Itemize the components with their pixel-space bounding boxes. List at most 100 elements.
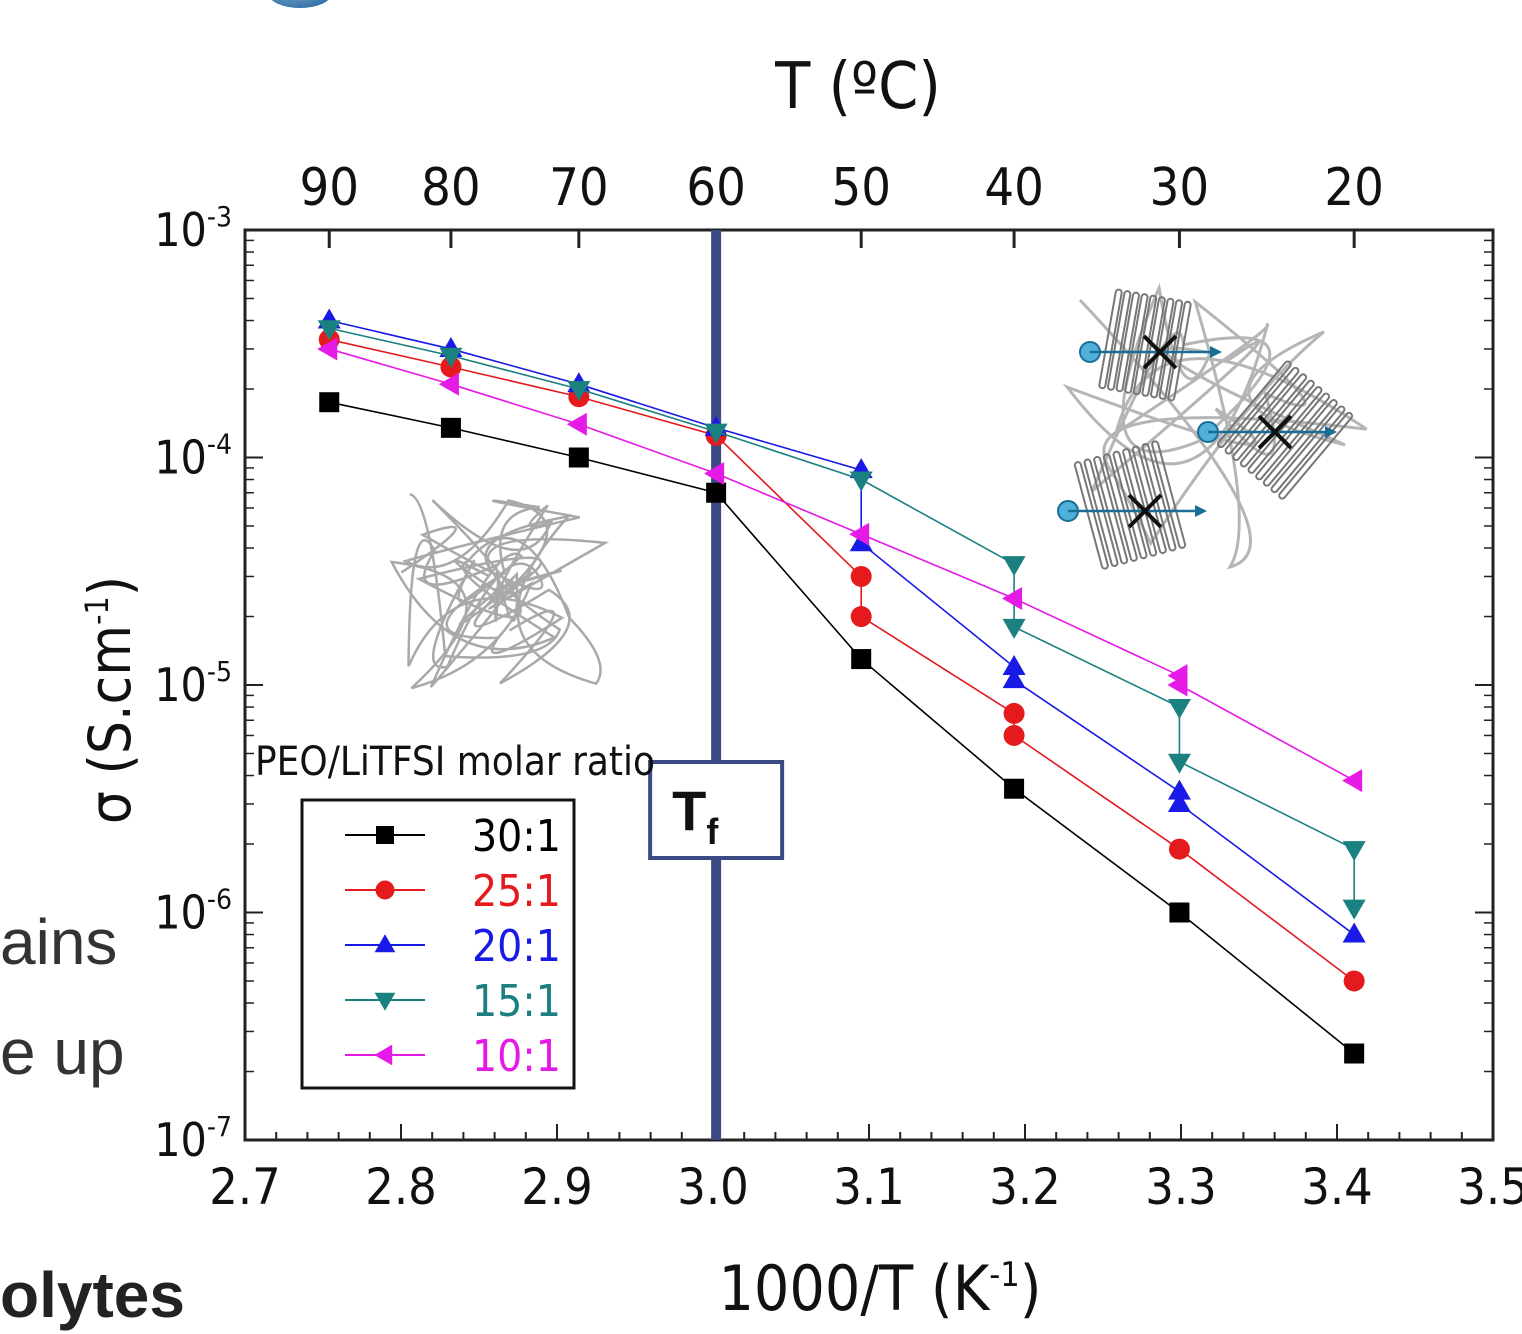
fold [1073,461,1109,570]
data-point-triangle-up [849,531,873,552]
slide-text-fragment-1: ains [0,906,118,978]
x-tick-label: 2.7 [209,1158,281,1216]
x-tick-label: 3.3 [1145,1158,1217,1216]
data-point-triangle-down [567,381,591,402]
series-10-1 [317,337,1363,793]
data-point-triangle-left [1002,587,1023,611]
data-point-triangle-left [704,462,725,486]
arrow-head [1325,426,1337,438]
top-tick-label: 90 [299,158,359,218]
data-point-triangle-left [438,372,459,396]
fold [1232,373,1308,461]
data-point-square [568,447,589,468]
legend-title: PEO/LiTFSI molar ratio [255,739,655,785]
top-tick-label: 30 [1150,158,1210,218]
y-tick-label: 10-6 [154,883,232,940]
fold [1102,453,1138,562]
data-point-square [376,826,394,844]
data-point-square [1169,902,1190,923]
fold [1278,411,1354,500]
x-tick-label: 3.5 [1457,1158,1522,1216]
data-point-circle [375,880,395,900]
data-point-triangle-left [317,337,338,361]
top-tick-label: 70 [549,158,609,218]
top-tick-label: 50 [831,158,891,218]
blocked-icon [1127,493,1163,529]
x-tick-label: 3.2 [989,1158,1061,1216]
data-point-square [440,417,461,438]
x-tick-label: 2.8 [365,1158,437,1216]
logo [268,0,332,8]
fold [1158,299,1184,400]
data-point-triangle-up [1167,779,1191,800]
legend-label: 10:1 [472,1031,561,1082]
tf-marker-box [648,760,785,860]
x-tick-label: 3.0 [677,1158,749,1216]
arrow-head [1210,346,1222,358]
data-point-circle [1003,702,1025,724]
fold [1270,405,1346,494]
data-point-triangle-down [1342,841,1366,862]
data-point-square [706,482,727,503]
fold [1255,392,1331,481]
data-point-triangle-down [1002,556,1026,577]
data-point-circle [1003,724,1025,746]
coil-strand [402,498,581,685]
slide-text-fragment-3: olytes [0,1259,185,1331]
y-tick-label: 10-5 [154,655,232,712]
top-tick-label: 80 [421,158,481,218]
tf-marker-label: Tf [672,779,719,852]
data-point-triangle-left [374,1044,393,1066]
legend-label: 30:1 [472,811,561,862]
data-point-circle [850,606,872,628]
data-point-triangle-down [317,320,341,341]
data-point-triangle-down [1342,899,1366,920]
data-point-circle [1168,838,1190,860]
legend-label: 15:1 [472,976,561,1027]
data-point-triangle-left [849,522,870,546]
data-point-triangle-up [374,934,396,953]
arrow-head [1195,505,1207,517]
top-axis-title: T (ºC) [774,50,941,124]
legend-label: 25:1 [472,866,561,917]
svg-text:σ (S.cm-1): σ (S.cm-1) [76,576,144,824]
y-tick-label: 10-7 [154,1110,232,1167]
crystalline-polymer-illustration [1057,282,1368,570]
top-tick-label: 40 [984,158,1044,218]
data-point-square [319,392,340,413]
blocked-icon [1142,334,1178,370]
x-tick-label: 3.4 [1301,1158,1373,1216]
x-tick-label: 2.9 [521,1158,593,1216]
data-point-triangle-up [1002,654,1026,675]
legend-box [300,798,576,1090]
fold [1106,290,1132,391]
data-point-square [1344,1043,1365,1064]
fold [1216,360,1292,449]
data-point-triangle-down [1167,753,1191,774]
lamella [1098,288,1192,402]
slide-text-fragment-2: e up [0,1016,125,1088]
data-point-triangle-down [439,347,463,368]
y-tick-label: 10-3 [154,200,232,257]
series-30-1 [319,392,1365,1064]
data-point-triangle-down [1002,618,1026,639]
data-point-triangle-up [1002,668,1026,689]
fold [1131,445,1167,555]
data-point-triangle-down [849,471,873,492]
x-axis-title: 1000/T (K-1) [718,1252,1041,1325]
top-tick-label: 20 [1324,158,1384,218]
data-point-triangle-up [1342,922,1366,943]
series-line [329,338,1355,982]
lamella [1216,360,1354,500]
data-point-triangle-down [1167,699,1191,720]
fold [1151,440,1187,549]
data-point-triangle-down [704,423,728,444]
data-point-triangle-left [1167,673,1188,697]
fold [1098,288,1123,390]
data-point-square [1004,778,1025,799]
fold [1262,399,1338,487]
y-tick-label: 10-4 [154,428,232,485]
fold [1224,366,1300,455]
top-tick-label: 60 [686,158,746,218]
